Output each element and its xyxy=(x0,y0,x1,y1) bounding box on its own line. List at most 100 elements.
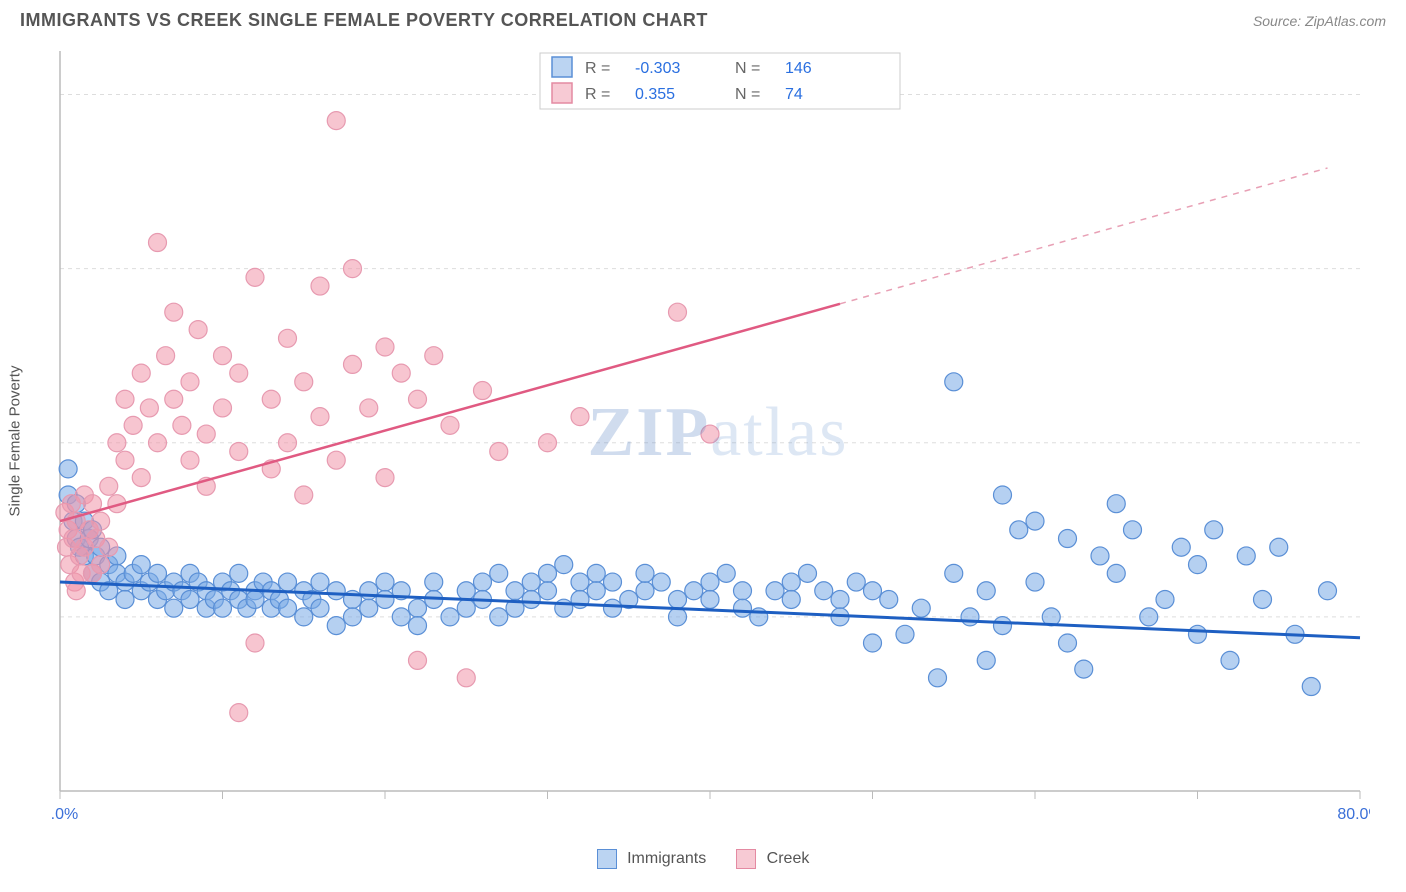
scatter-point xyxy=(652,573,670,591)
scatter-point xyxy=(441,416,459,434)
legend-swatch xyxy=(552,57,572,77)
scatter-point xyxy=(474,382,492,400)
scatter-point xyxy=(1172,538,1190,556)
scatter-point xyxy=(1237,547,1255,565)
scatter-point xyxy=(132,556,150,574)
scatter-point xyxy=(587,564,605,582)
scatter-point xyxy=(815,582,833,600)
scatter-point xyxy=(669,303,687,321)
svg-text:146: 146 xyxy=(785,60,812,77)
svg-text:N =: N = xyxy=(735,86,760,103)
svg-text:R =: R = xyxy=(585,60,610,77)
scatter-point xyxy=(945,373,963,391)
scatter-point xyxy=(539,434,557,452)
source-label: Source: ZipAtlas.com xyxy=(1253,13,1386,29)
scatter-point xyxy=(1091,547,1109,565)
scatter-point xyxy=(360,599,378,617)
scatter-point xyxy=(214,399,232,417)
scatter-point xyxy=(230,704,248,722)
scatter-point xyxy=(100,538,118,556)
scatter-point xyxy=(847,573,865,591)
scatter-point xyxy=(1189,625,1207,643)
scatter-point xyxy=(717,564,735,582)
scatter-point xyxy=(604,599,622,617)
scatter-point xyxy=(246,590,264,608)
scatter-point xyxy=(1026,512,1044,530)
scatter-point xyxy=(409,599,427,617)
scatter-point xyxy=(181,451,199,469)
scatter-point xyxy=(376,590,394,608)
svg-text:R =: R = xyxy=(585,86,610,103)
scatter-point xyxy=(994,486,1012,504)
scatter-point xyxy=(392,364,410,382)
bottom-legend: Immigrants Creek xyxy=(0,849,1406,869)
scatter-point xyxy=(929,669,947,687)
scatter-point xyxy=(522,573,540,591)
scatter-point xyxy=(457,669,475,687)
scatter-point xyxy=(246,634,264,652)
scatter-point xyxy=(132,469,150,487)
scatter-point xyxy=(782,573,800,591)
scatter-point xyxy=(246,268,264,286)
scatter-point xyxy=(994,617,1012,635)
scatter-point xyxy=(59,460,77,478)
scatter-point xyxy=(1140,608,1158,626)
scatter-point xyxy=(701,425,719,443)
scatter-point xyxy=(1156,590,1174,608)
scatter-point xyxy=(734,582,752,600)
scatter-point xyxy=(279,573,297,591)
scatter-point xyxy=(425,347,443,365)
scatter-point xyxy=(165,303,183,321)
scatter-point xyxy=(669,608,687,626)
scatter-point xyxy=(230,564,248,582)
scatter-point xyxy=(149,564,167,582)
scatter-point xyxy=(230,442,248,460)
svg-text:80.0%: 80.0% xyxy=(1337,806,1370,823)
scatter-point xyxy=(214,599,232,617)
scatter-point xyxy=(279,434,297,452)
scatter-point xyxy=(262,390,280,408)
scatter-point xyxy=(360,399,378,417)
scatter-point xyxy=(604,573,622,591)
scatter-point xyxy=(173,416,191,434)
legend-item-creek: Creek xyxy=(736,849,809,869)
scatter-point xyxy=(864,582,882,600)
scatter-point xyxy=(457,599,475,617)
scatter-point xyxy=(945,564,963,582)
scatter-point xyxy=(880,590,898,608)
legend-swatch-pink xyxy=(736,849,756,869)
scatter-point xyxy=(132,364,150,382)
scatter-point xyxy=(92,512,110,530)
svg-text:74: 74 xyxy=(785,86,803,103)
svg-text:-0.303: -0.303 xyxy=(635,60,680,77)
scatter-point xyxy=(555,599,573,617)
scatter-point xyxy=(1124,521,1142,539)
scatter-point xyxy=(912,599,930,617)
legend-item-immigrants: Immigrants xyxy=(597,849,707,869)
scatter-point xyxy=(441,608,459,626)
scatter-point xyxy=(961,608,979,626)
scatter-point xyxy=(685,582,703,600)
scatter-point xyxy=(734,599,752,617)
scatter-point xyxy=(864,634,882,652)
scatter-point xyxy=(165,599,183,617)
scatter-point xyxy=(100,477,118,495)
scatter-point xyxy=(636,564,654,582)
scatter-point xyxy=(522,590,540,608)
legend-label-immigrants: Immigrants xyxy=(627,850,706,867)
scatter-point xyxy=(896,625,914,643)
scatter-point xyxy=(181,373,199,391)
scatter-point xyxy=(977,582,995,600)
scatter-point xyxy=(214,347,232,365)
scatter-point xyxy=(636,582,654,600)
chart-container: Single Female Poverty 20.0%40.0%60.0%80.… xyxy=(50,41,1386,841)
scatter-point xyxy=(376,338,394,356)
scatter-point xyxy=(766,582,784,600)
scatter-point xyxy=(490,564,508,582)
scatter-point xyxy=(555,556,573,574)
scatter-point xyxy=(108,434,126,452)
scatter-point xyxy=(311,277,329,295)
chart-title: IMMIGRANTS VS CREEK SINGLE FEMALE POVERT… xyxy=(20,10,708,31)
scatter-point xyxy=(279,599,297,617)
scatter-point xyxy=(149,234,167,252)
